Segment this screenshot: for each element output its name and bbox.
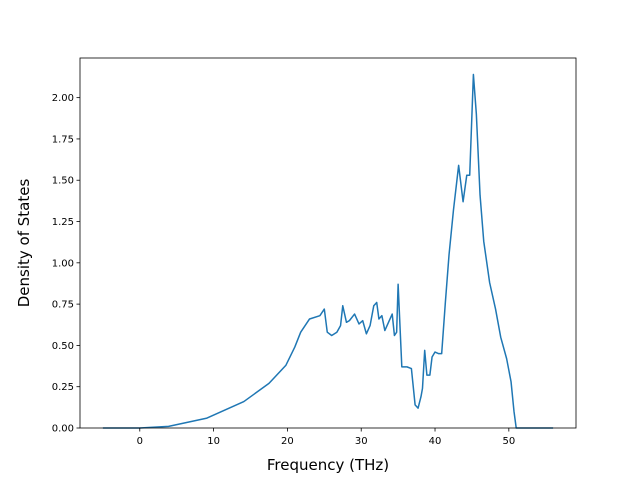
y-axis-label: Density of States	[15, 179, 33, 308]
x-tick-label: 50	[502, 436, 515, 447]
x-tick-label: 40	[429, 436, 442, 447]
x-axis-label: Frequency (THz)	[267, 456, 389, 474]
y-tick-label: 2.00	[52, 93, 74, 104]
y-tick-label: 1.50	[52, 176, 74, 187]
y-tick-label: 1.25	[52, 217, 74, 228]
x-tick-label: 10	[207, 436, 220, 447]
dos-series-line-0	[102, 73, 554, 429]
x-tick-label: 20	[281, 436, 294, 447]
plot-frame	[79, 57, 577, 429]
x-tick-label: 0	[137, 436, 143, 447]
plot-background	[80, 58, 576, 428]
y-tick-label: 0.50	[52, 341, 74, 352]
y-tick-label: 1.75	[52, 134, 74, 145]
y-tick-label: 0.75	[52, 300, 74, 311]
y-axis-ticks: 0.00 0.25 0.50 0.75 1.00 1.25 1.50 1.75 2.00	[52, 93, 80, 435]
y-tick-label: 0.25	[52, 382, 74, 393]
y-tick-label: 0.00	[52, 424, 74, 435]
series-layer	[102, 73, 554, 429]
x-tick-label: 30	[355, 436, 368, 447]
x-axis-ticks: 0 10 20 30 40 50	[137, 428, 515, 447]
y-tick-label: 1.00	[52, 258, 74, 269]
